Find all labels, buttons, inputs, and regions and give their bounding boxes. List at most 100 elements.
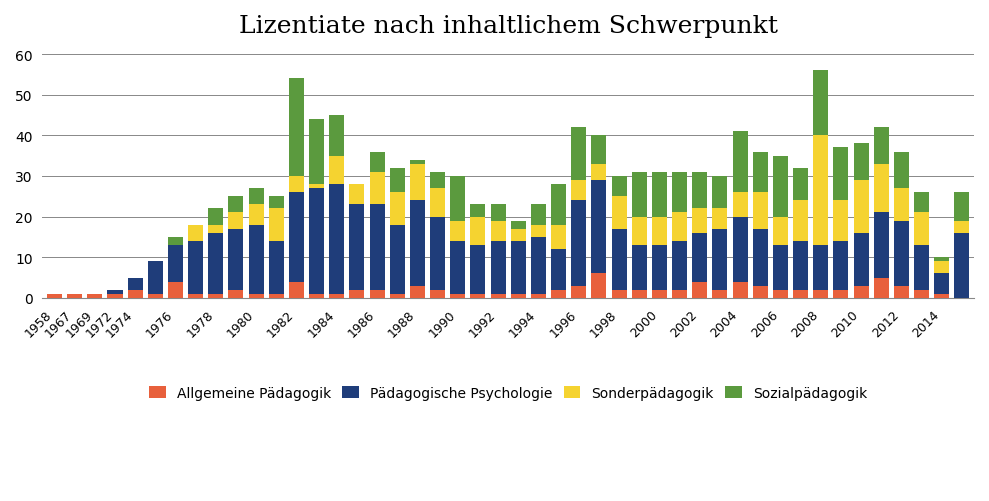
Bar xyxy=(733,193,748,217)
Bar xyxy=(873,213,889,278)
Bar xyxy=(611,176,627,197)
Bar xyxy=(854,286,868,298)
Bar xyxy=(692,233,707,282)
Bar xyxy=(914,193,929,213)
Bar xyxy=(228,197,243,213)
Bar xyxy=(168,237,183,245)
Bar xyxy=(551,290,566,298)
Bar xyxy=(329,294,344,298)
Bar xyxy=(672,172,687,213)
Bar xyxy=(390,225,405,294)
Bar xyxy=(572,286,586,298)
Bar xyxy=(873,164,889,213)
Bar xyxy=(531,294,546,298)
Bar xyxy=(248,294,264,298)
Bar xyxy=(329,156,344,185)
Title: Lizentiate nach inhaltlichem Schwerpunkt: Lizentiate nach inhaltlichem Schwerpunkt xyxy=(238,15,777,38)
Bar xyxy=(390,294,405,298)
Bar xyxy=(188,241,203,294)
Bar xyxy=(309,185,324,189)
Bar xyxy=(652,290,667,298)
Bar xyxy=(531,205,546,225)
Bar xyxy=(67,294,82,298)
Bar xyxy=(672,213,687,241)
Bar xyxy=(269,197,284,209)
Bar xyxy=(753,286,767,298)
Bar xyxy=(551,249,566,290)
Bar xyxy=(147,262,163,294)
Bar xyxy=(652,172,667,217)
Bar xyxy=(430,217,445,290)
Bar xyxy=(733,217,748,282)
Bar xyxy=(430,290,445,298)
Bar xyxy=(854,181,868,233)
Bar xyxy=(772,217,788,245)
Bar xyxy=(510,229,526,241)
Bar xyxy=(834,290,849,298)
Bar xyxy=(450,221,465,241)
Bar xyxy=(471,217,486,245)
Bar xyxy=(813,245,829,290)
Bar xyxy=(309,294,324,298)
Bar xyxy=(269,209,284,241)
Bar xyxy=(309,189,324,294)
Bar xyxy=(793,201,808,241)
Bar xyxy=(349,290,365,298)
Bar xyxy=(309,120,324,185)
Bar xyxy=(228,290,243,298)
Bar xyxy=(935,274,949,294)
Bar xyxy=(450,176,465,221)
Bar xyxy=(813,136,829,245)
Bar xyxy=(409,160,425,164)
Bar xyxy=(611,197,627,229)
Bar xyxy=(854,233,868,286)
Bar xyxy=(209,294,224,298)
Bar xyxy=(652,245,667,290)
Bar xyxy=(591,274,606,298)
Bar xyxy=(793,241,808,290)
Bar xyxy=(450,294,465,298)
Bar xyxy=(954,193,969,221)
Bar xyxy=(108,290,123,294)
Bar xyxy=(632,172,647,217)
Bar xyxy=(672,241,687,290)
Bar xyxy=(712,290,728,298)
Bar xyxy=(147,294,163,298)
Bar xyxy=(168,282,183,298)
Bar xyxy=(733,282,748,298)
Bar xyxy=(935,258,949,262)
Bar xyxy=(188,294,203,298)
Bar xyxy=(491,241,505,294)
Bar xyxy=(430,189,445,217)
Bar xyxy=(510,221,526,229)
Bar xyxy=(712,229,728,290)
Bar xyxy=(228,213,243,229)
Bar xyxy=(289,193,304,282)
Bar xyxy=(733,132,748,193)
Bar xyxy=(209,209,224,225)
Bar xyxy=(390,193,405,225)
Bar xyxy=(209,233,224,294)
Bar xyxy=(935,262,949,274)
Bar xyxy=(289,282,304,298)
Bar xyxy=(772,245,788,290)
Bar xyxy=(551,225,566,249)
Bar xyxy=(248,189,264,205)
Bar xyxy=(692,209,707,233)
Bar xyxy=(491,294,505,298)
Bar xyxy=(632,290,647,298)
Bar xyxy=(269,294,284,298)
Bar xyxy=(813,71,829,136)
Bar xyxy=(551,185,566,225)
Bar xyxy=(188,225,203,241)
Bar xyxy=(813,290,829,298)
Bar xyxy=(370,290,385,298)
Bar xyxy=(954,221,969,233)
Bar xyxy=(329,116,344,156)
Bar xyxy=(914,290,929,298)
Bar xyxy=(491,221,505,241)
Bar xyxy=(248,205,264,225)
Bar xyxy=(793,168,808,201)
Bar xyxy=(108,294,123,298)
Bar xyxy=(914,213,929,245)
